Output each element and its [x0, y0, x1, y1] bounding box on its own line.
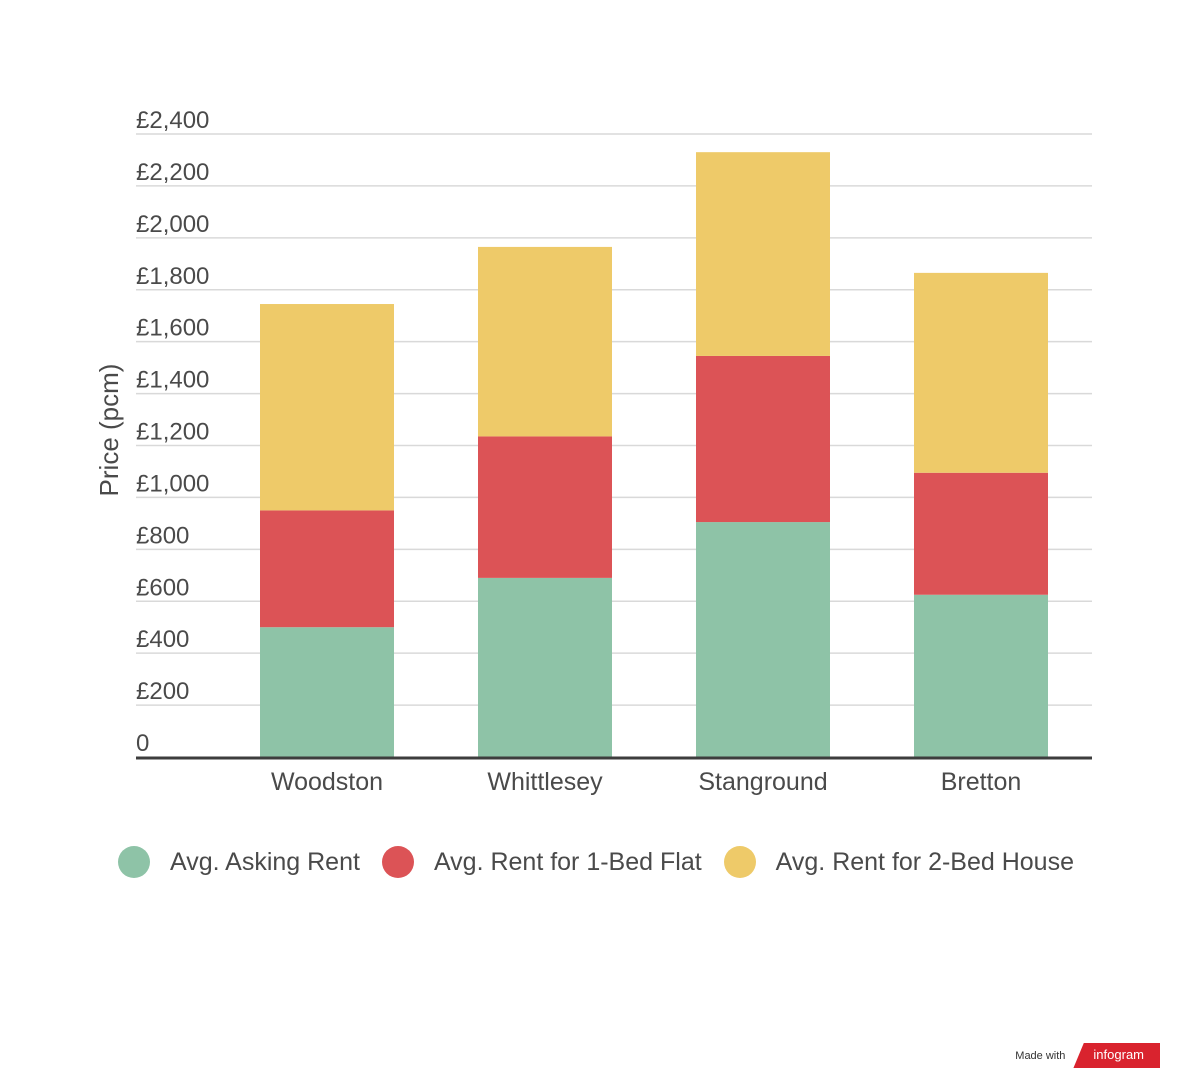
bar-segment [478, 577, 612, 757]
bar-segment [914, 472, 1048, 595]
bar-segment [260, 510, 394, 628]
legend-swatch [118, 846, 150, 878]
legend-label: Avg. Rent for 1-Bed Flat [433, 847, 702, 876]
bar-segment [696, 355, 830, 523]
bar-segment [260, 627, 394, 757]
y-tick-label: £600 [136, 574, 189, 601]
x-tick-label: Bretton [941, 768, 1022, 796]
bar-segment [260, 304, 394, 511]
x-tick-label: Woodston [271, 768, 383, 796]
y-tick-label: £2,200 [136, 159, 209, 186]
bars [260, 152, 1048, 757]
legend-swatch [381, 846, 414, 878]
made-with-infogram-badge[interactable]: Made with infogram [1015, 1043, 1160, 1068]
legend-item[interactable]: Avg. Rent for 2-Bed House [723, 846, 1074, 878]
x-tick-label: Stanground [698, 768, 827, 796]
legend-item[interactable]: Avg. Asking Rent [118, 846, 360, 878]
legend-label: Avg. Asking Rent [170, 847, 360, 876]
x-tick-labels: Woodston Whittlesey Stanground Bretton [271, 768, 1021, 796]
bar-segment [478, 246, 612, 437]
y-tick-label: £1,800 [136, 263, 209, 290]
infogram-logo[interactable]: infogram [1073, 1043, 1160, 1068]
legend: Avg. Asking Rent Avg. Rent for 1-Bed Flat… [118, 846, 1096, 878]
y-tick-labels: 0 £200 £400 £600 £800 £1,000 £1,200 £1,400 £1,60… [136, 107, 209, 757]
y-tick-label: £1,600 [136, 315, 209, 342]
bar-segment [478, 436, 612, 578]
y-tick-label: £1,200 [136, 419, 209, 446]
y-tick-label: 0 [136, 730, 149, 757]
y-tick-label: £800 [136, 522, 189, 549]
legend-item[interactable]: Avg. Rent for 1-Bed Flat [381, 846, 702, 878]
y-tick-label: £1,400 [136, 367, 209, 394]
y-tick-label: £2,000 [136, 211, 209, 238]
stacked-bar-chart: 0 £200 £400 £600 £800 £1,000 £1,200 £1,400 £1,60… [94, 107, 1092, 796]
bar-segment [914, 594, 1048, 757]
x-tick-label: Whittlesey [487, 768, 603, 796]
y-tick-label: £1,000 [136, 470, 209, 497]
y-axis-label: Price (pcm) [94, 364, 124, 497]
bar-segment [696, 522, 830, 757]
bar-segment [914, 272, 1048, 473]
bar-segment [696, 152, 830, 356]
legend-swatch [723, 846, 756, 878]
y-tick-label: £2,400 [136, 107, 209, 134]
y-tick-label: £400 [136, 626, 189, 653]
y-tick-label: £200 [136, 678, 189, 705]
legend-label: Avg. Rent for 2-Bed House [775, 847, 1074, 876]
made-with-label: Made with [1015, 1049, 1066, 1062]
